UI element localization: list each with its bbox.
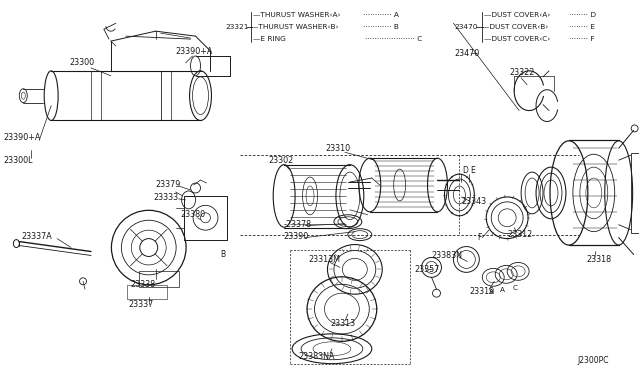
Text: 23310: 23310 — [325, 144, 350, 153]
Bar — [630, 153, 639, 232]
Text: 23319: 23319 — [469, 287, 495, 296]
Text: —E RING: —E RING — [253, 36, 286, 42]
Text: —THURUST WASHER‹A›: —THURUST WASHER‹A› — [253, 12, 340, 18]
Text: 23333: 23333 — [154, 193, 179, 202]
Text: ········ E: ········ E — [569, 24, 595, 30]
Bar — [127, 285, 166, 299]
Text: 23338: 23338 — [131, 280, 156, 289]
Text: 23380: 23380 — [180, 210, 205, 219]
Text: —DUST COVER‹C›: —DUST COVER‹C› — [484, 36, 550, 42]
Text: ········ D: ········ D — [569, 12, 596, 18]
Text: 23318: 23318 — [587, 255, 612, 264]
Text: 23470: 23470 — [454, 48, 479, 58]
Text: 23313M: 23313M — [308, 255, 340, 264]
Text: E: E — [470, 166, 475, 174]
Text: A: A — [489, 289, 494, 295]
Text: 23321: 23321 — [225, 24, 249, 30]
Text: 23300: 23300 — [69, 58, 94, 67]
Text: ········ F: ········ F — [569, 36, 595, 42]
Text: 23313: 23313 — [330, 320, 355, 328]
Text: 23379: 23379 — [156, 180, 181, 189]
Text: A: A — [500, 287, 505, 293]
Text: —THURUST WASHER‹B›: —THURUST WASHER‹B› — [252, 24, 339, 30]
Text: 23357: 23357 — [415, 265, 440, 274]
Text: 23383N: 23383N — [431, 251, 463, 260]
Text: 23302: 23302 — [268, 156, 294, 165]
Text: B: B — [220, 250, 225, 259]
Text: ············ B: ············ B — [363, 24, 399, 30]
Text: C: C — [512, 285, 517, 291]
Text: 23390+A: 23390+A — [175, 46, 213, 55]
Text: 23470: 23470 — [454, 24, 478, 30]
Text: ····················· C: ····················· C — [365, 36, 422, 42]
Text: —DUST COVER‹A›: —DUST COVER‹A› — [484, 12, 550, 18]
Text: 23383NA: 23383NA — [298, 352, 335, 361]
Text: —DUST COVER‹B›: —DUST COVER‹B› — [483, 24, 548, 30]
Text: J2300PC: J2300PC — [577, 356, 609, 365]
Text: F: F — [477, 233, 482, 242]
Text: D: D — [462, 166, 468, 174]
Text: 23322: 23322 — [509, 68, 534, 77]
Bar — [139, 271, 179, 287]
Text: 23390: 23390 — [283, 232, 308, 241]
Text: 23343: 23343 — [461, 198, 486, 206]
Text: -23378: -23378 — [283, 220, 311, 229]
Text: ············ A: ············ A — [363, 12, 399, 18]
Bar — [184, 196, 227, 240]
Text: 23337A: 23337A — [21, 232, 52, 241]
Text: 23390+A: 23390+A — [3, 133, 41, 142]
Text: 23312: 23312 — [507, 230, 532, 239]
Text: 23300L: 23300L — [3, 156, 33, 165]
Text: 23337: 23337 — [129, 299, 154, 309]
